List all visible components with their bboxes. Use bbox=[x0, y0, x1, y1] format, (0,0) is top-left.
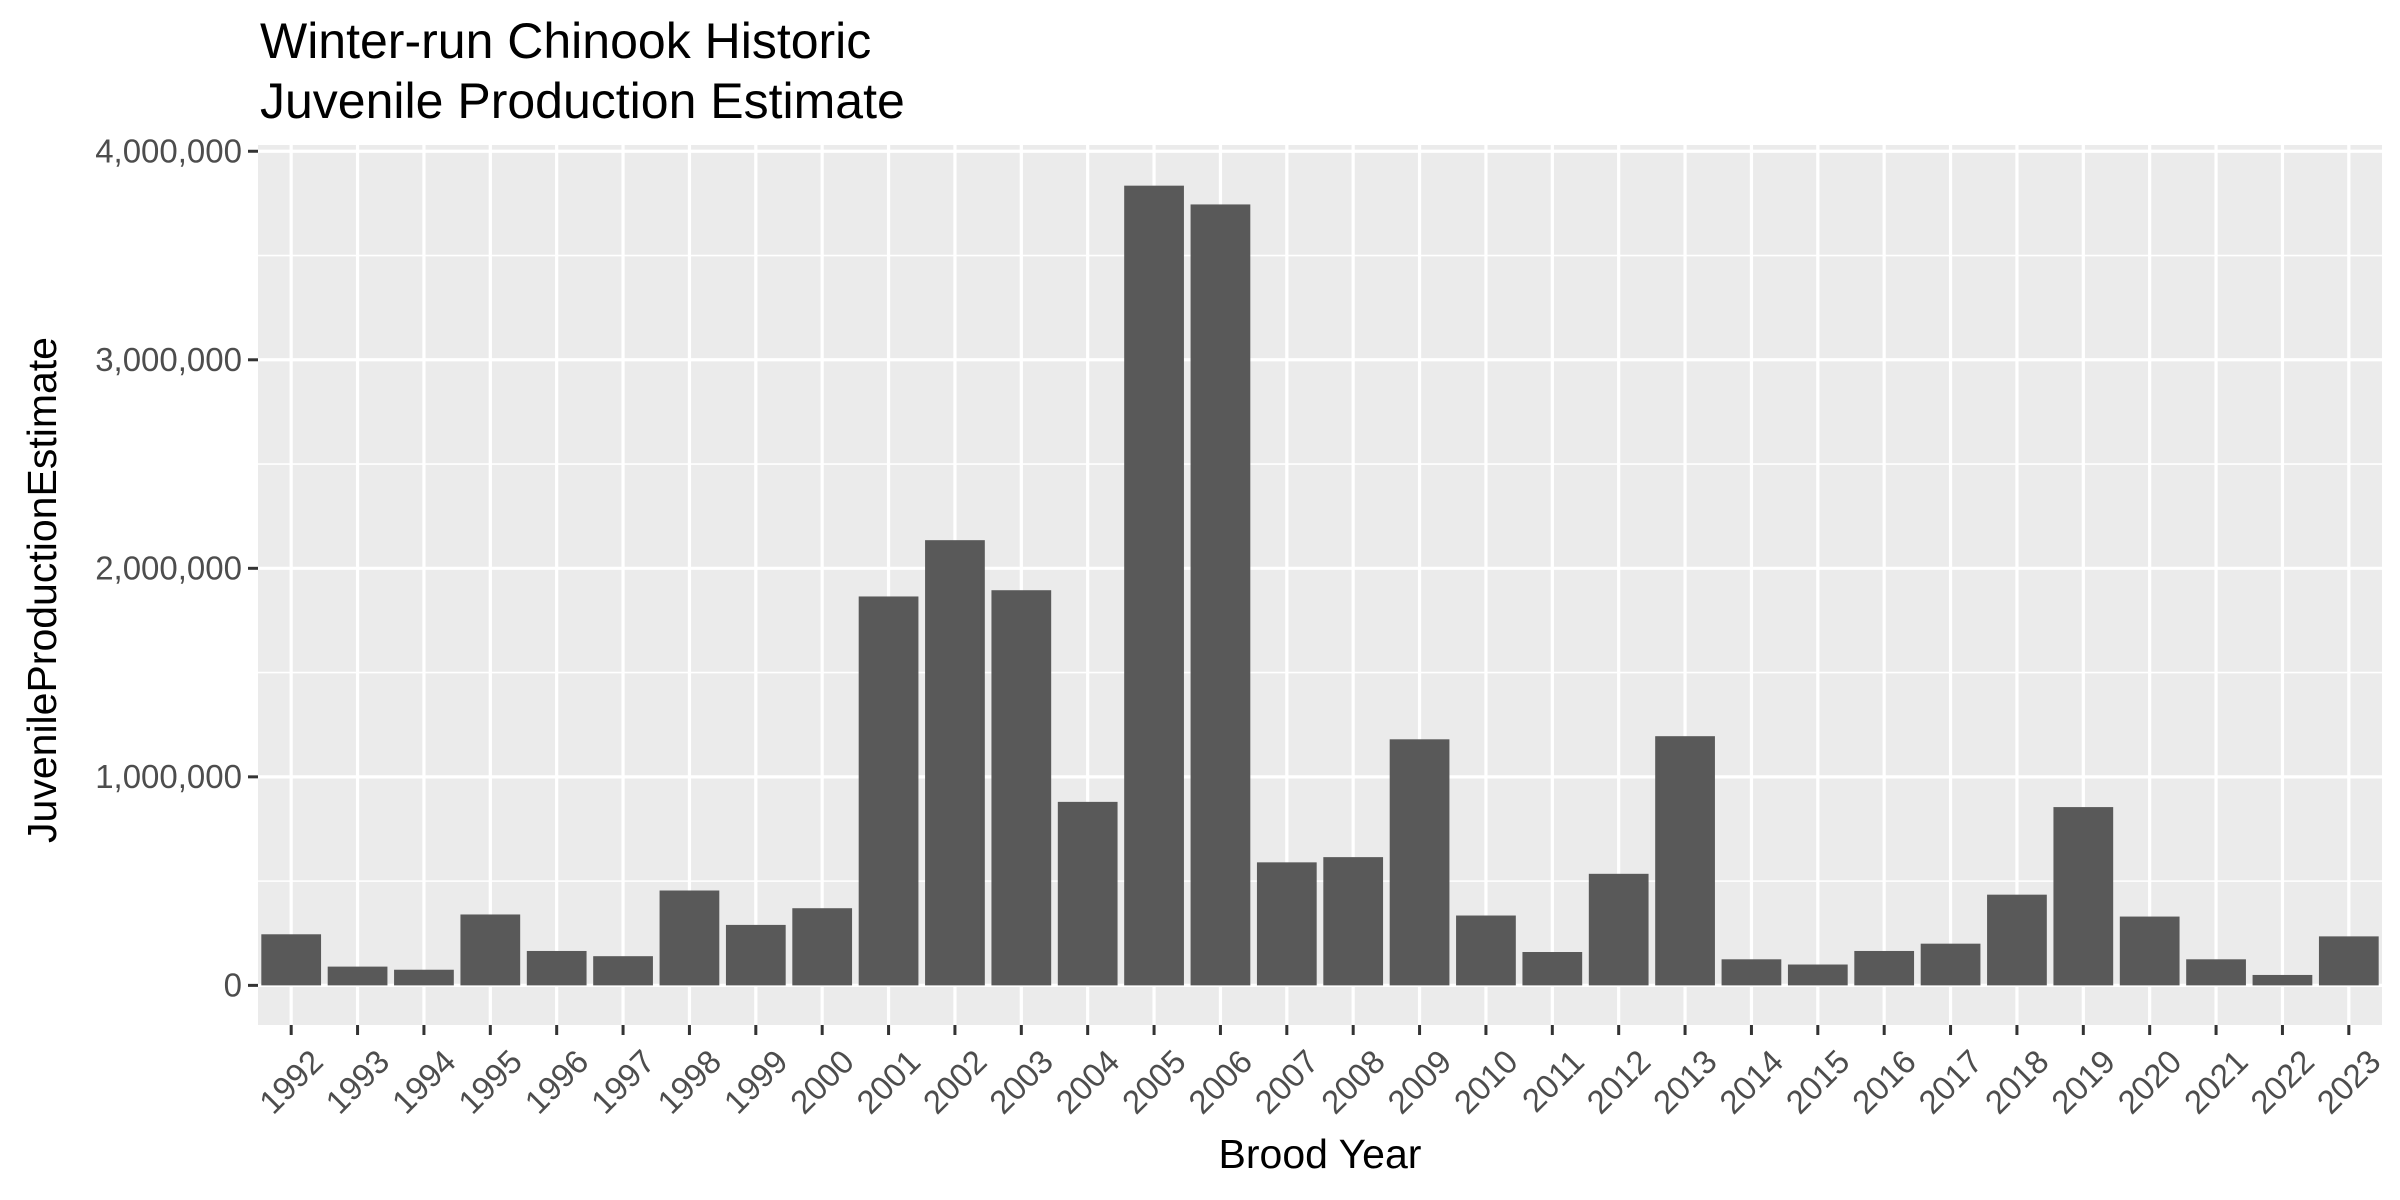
grid-minor bbox=[258, 254, 2382, 882]
bar-1997 bbox=[593, 956, 653, 986]
bar-1999 bbox=[725, 924, 786, 986]
bar-1995 bbox=[460, 914, 521, 986]
bar-1996 bbox=[526, 950, 587, 986]
x-tick-label: 2000 bbox=[783, 1043, 861, 1121]
bar-2013 bbox=[1655, 736, 1715, 986]
x-tick-label: 2013 bbox=[1646, 1043, 1724, 1121]
x-tick-label: 2019 bbox=[2044, 1043, 2122, 1121]
bar-2022 bbox=[2252, 974, 2313, 986]
x-tick-label: 2022 bbox=[2243, 1043, 2321, 1121]
y-axis: 0 1,000,000 2,000,000 3,000,000 4,000,000 bbox=[95, 132, 258, 1003]
x-tick-label: 2012 bbox=[1579, 1043, 1657, 1121]
bar-2004 bbox=[1057, 801, 1118, 986]
bar-2017 bbox=[1920, 943, 1981, 986]
bar-2014 bbox=[1721, 959, 1782, 986]
bar-2011 bbox=[1522, 952, 1583, 986]
y-tick-label: 0 bbox=[224, 966, 242, 1003]
y-tick-label: 3,000,000 bbox=[95, 341, 242, 378]
x-tick-label: 1995 bbox=[451, 1043, 529, 1121]
bar-2015 bbox=[1787, 964, 1848, 986]
y-axis-title: JuvenileProductionEstimate bbox=[19, 337, 65, 843]
x-tick-label: 2015 bbox=[1778, 1043, 1856, 1121]
x-tick-label: 2002 bbox=[916, 1043, 994, 1121]
bar-2016 bbox=[1854, 950, 1915, 986]
x-tick-label: 1996 bbox=[517, 1043, 595, 1121]
x-tick-label: 1997 bbox=[584, 1043, 662, 1121]
bar-2006 bbox=[1190, 204, 1251, 986]
y-tick-label: 4,000,000 bbox=[95, 132, 242, 169]
bar-2018 bbox=[1987, 894, 2047, 986]
x-tick-label: 2011 bbox=[1515, 1043, 1591, 1119]
x-tick-label: 1998 bbox=[650, 1043, 728, 1121]
x-tick-label: 2009 bbox=[1380, 1043, 1458, 1121]
bar-2000 bbox=[792, 908, 853, 986]
bar-2003 bbox=[991, 590, 1052, 986]
x-tick-label: 2010 bbox=[1447, 1043, 1525, 1121]
x-tick-label: 2001 bbox=[849, 1043, 927, 1121]
x-tick-label: 2020 bbox=[2110, 1043, 2188, 1121]
bar-2007 bbox=[1256, 862, 1317, 986]
bar-2009 bbox=[1389, 739, 1450, 986]
x-tick-label: 1999 bbox=[716, 1043, 794, 1121]
chart-title-line-1: Winter-run Chinook Historic bbox=[260, 13, 871, 69]
chart-title-line-2: Juvenile Production Estimate bbox=[260, 73, 905, 129]
x-tick-label: 2004 bbox=[1048, 1043, 1126, 1121]
bar-1998 bbox=[659, 890, 720, 986]
x-tick-label: 2008 bbox=[1314, 1043, 1392, 1121]
bar-2020 bbox=[2119, 916, 2180, 986]
x-tick-label: 2006 bbox=[1181, 1043, 1259, 1121]
x-tick-label: 2007 bbox=[1247, 1043, 1325, 1121]
x-tick-label: 2021 bbox=[2177, 1043, 2255, 1121]
bar-1993 bbox=[327, 966, 388, 986]
x-tick-label: 1994 bbox=[385, 1043, 463, 1121]
x-tick-label: 2018 bbox=[1978, 1043, 2056, 1121]
bar-2023 bbox=[2318, 936, 2379, 986]
y-tick-label: 1,000,000 bbox=[95, 758, 242, 795]
bar-2010 bbox=[1456, 915, 1516, 986]
bar-2021 bbox=[2186, 959, 2246, 986]
bar-2008 bbox=[1323, 857, 1384, 986]
bar-2001 bbox=[858, 596, 919, 986]
bar-2019 bbox=[2053, 807, 2114, 986]
x-tick-label: 2014 bbox=[1712, 1043, 1790, 1121]
x-axis-title: Brood Year bbox=[1219, 1131, 1422, 1177]
x-tick-label: 2005 bbox=[1115, 1043, 1193, 1121]
bar-1992 bbox=[261, 934, 322, 986]
plot-panel bbox=[258, 145, 2382, 1025]
bar-1994 bbox=[394, 969, 454, 986]
bars bbox=[261, 185, 2379, 986]
x-tick-label: 2016 bbox=[1845, 1043, 1923, 1121]
x-tick-label: 2017 bbox=[1911, 1043, 1989, 1121]
x-tick-label: 1992 bbox=[252, 1043, 330, 1121]
bar-2002 bbox=[925, 540, 985, 986]
y-tick-label: 2,000,000 bbox=[95, 549, 242, 586]
bar-2012 bbox=[1588, 873, 1649, 986]
x-axis: 1992199319941995199619971998199920002001… bbox=[252, 1025, 2388, 1121]
x-tick-label: 2003 bbox=[982, 1043, 1060, 1121]
bar-2005 bbox=[1124, 185, 1184, 986]
x-tick-label: 1993 bbox=[318, 1043, 396, 1121]
x-tick-label: 2023 bbox=[2309, 1043, 2387, 1121]
